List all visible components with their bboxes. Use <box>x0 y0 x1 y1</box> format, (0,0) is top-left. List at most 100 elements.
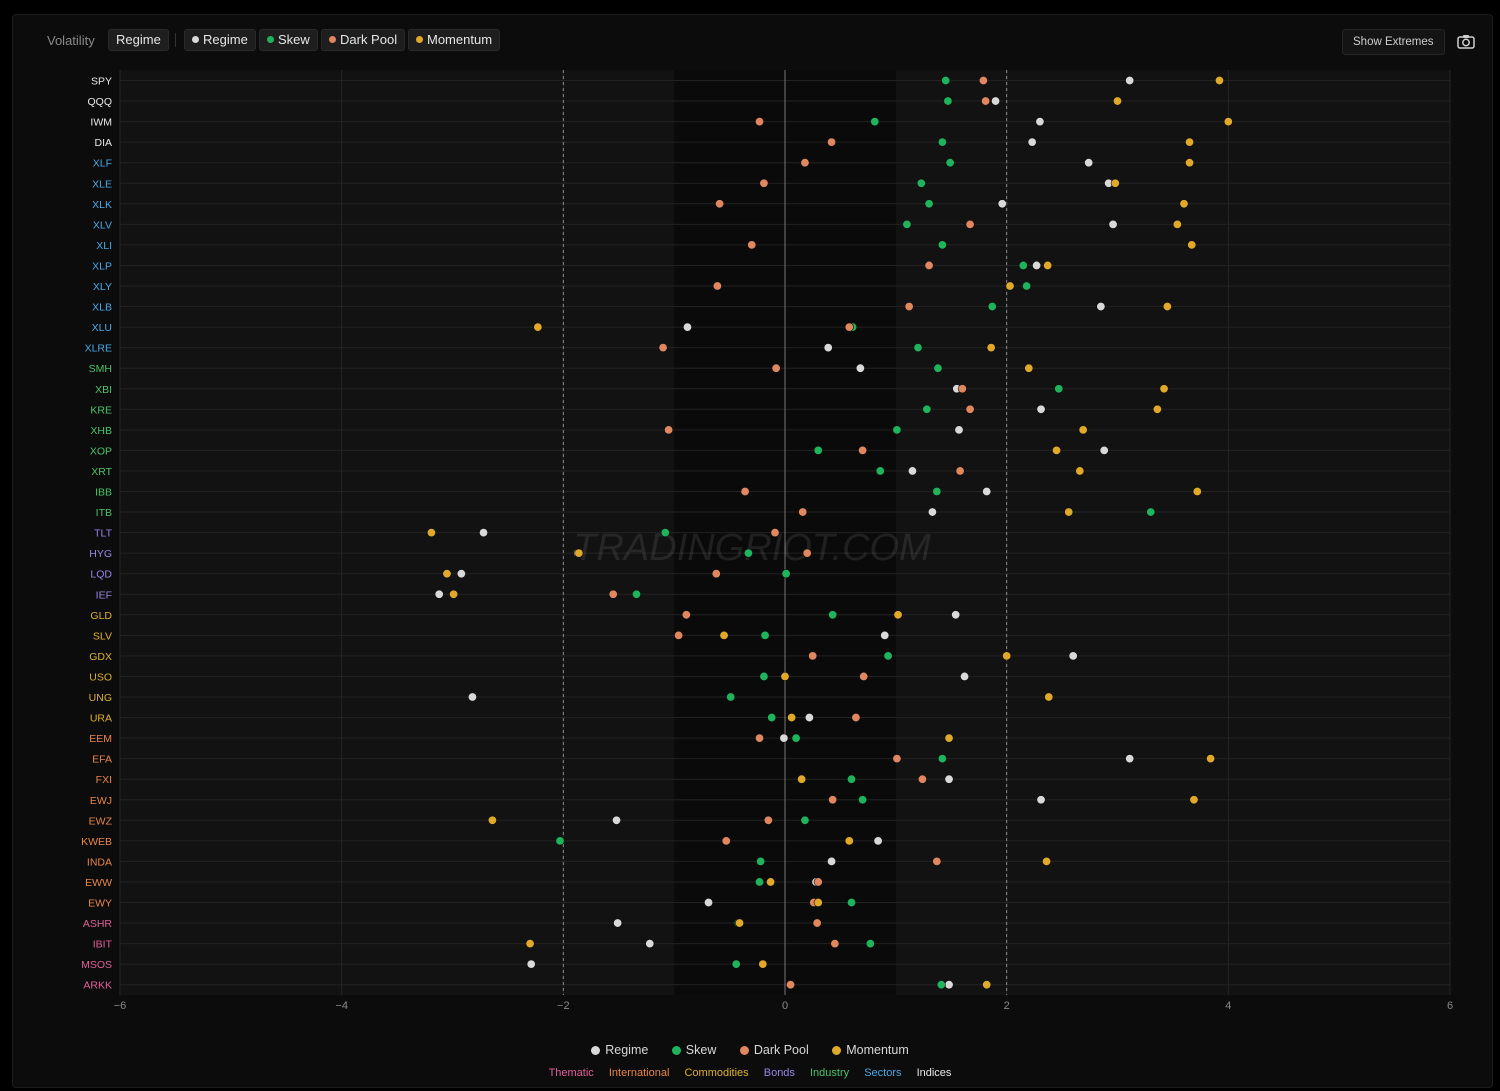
series-chip-regime[interactable]: Regime <box>184 29 256 51</box>
data-point-skew[interactable] <box>922 404 932 414</box>
data-point-skew[interactable] <box>631 589 641 599</box>
data-point-skew[interactable] <box>932 486 942 496</box>
data-point-regime[interactable] <box>997 199 1007 209</box>
group-legend-commodities[interactable]: Commodities <box>684 1067 749 1079</box>
data-point-momentum[interactable] <box>1223 117 1233 127</box>
data-point-regime[interactable] <box>944 774 954 784</box>
data-point-momentum[interactable] <box>525 939 535 949</box>
data-point-momentum[interactable] <box>893 610 903 620</box>
data-point-momentum[interactable] <box>766 877 776 887</box>
data-point-momentum[interactable] <box>1185 158 1195 168</box>
data-point-dark-pool[interactable] <box>711 569 721 579</box>
data-point-dark-pool[interactable] <box>828 795 838 805</box>
data-point-skew[interactable] <box>924 199 934 209</box>
data-point-momentum[interactable] <box>1192 486 1202 496</box>
data-point-skew[interactable] <box>1054 384 1064 394</box>
data-point-regime[interactable] <box>682 322 692 332</box>
data-point-dark-pool[interactable] <box>715 199 725 209</box>
group-legend-thematic[interactable]: Thematic <box>548 1067 594 1079</box>
camera-icon[interactable] <box>1453 31 1479 53</box>
data-point-skew[interactable] <box>846 897 856 907</box>
data-point-momentum[interactable] <box>735 918 745 928</box>
data-point-skew[interactable] <box>875 466 885 476</box>
data-point-regime[interactable] <box>704 897 714 907</box>
data-point-regime[interactable] <box>1036 404 1046 414</box>
data-point-dark-pool[interactable] <box>965 219 975 229</box>
regime-tab[interactable]: Regime <box>108 29 169 51</box>
data-point-dark-pool[interactable] <box>755 733 765 743</box>
data-point-regime[interactable] <box>944 980 954 990</box>
legend-item-dark-pool[interactable]: Dark Pool <box>739 1043 809 1057</box>
data-point-dark-pool[interactable] <box>721 836 731 846</box>
data-point-momentum[interactable] <box>982 980 992 990</box>
data-point-regime[interactable] <box>1125 754 1135 764</box>
data-point-skew[interactable] <box>941 76 951 86</box>
data-point-momentum[interactable] <box>1024 363 1034 373</box>
data-point-skew[interactable] <box>726 692 736 702</box>
data-point-skew[interactable] <box>902 219 912 229</box>
data-point-dark-pool[interactable] <box>770 528 780 538</box>
data-point-skew[interactable] <box>945 158 955 168</box>
series-chip-skew[interactable]: Skew <box>259 29 318 51</box>
data-point-dark-pool[interactable] <box>808 651 818 661</box>
data-point-regime[interactable] <box>927 507 937 517</box>
data-point-momentum[interactable] <box>1185 137 1195 147</box>
data-point-regime[interactable] <box>613 918 623 928</box>
data-point-momentum[interactable] <box>1189 795 1199 805</box>
data-point-momentum[interactable] <box>844 836 854 846</box>
data-point-dark-pool[interactable] <box>932 856 942 866</box>
data-point-skew[interactable] <box>916 178 926 188</box>
data-point-skew[interactable] <box>987 302 997 312</box>
data-point-skew[interactable] <box>660 528 670 538</box>
data-point-regime[interactable] <box>526 959 536 969</box>
data-point-regime[interactable] <box>954 425 964 435</box>
data-point-momentum[interactable] <box>1005 281 1015 291</box>
data-point-momentum[interactable] <box>1187 240 1197 250</box>
data-point-dark-pool[interactable] <box>978 76 988 86</box>
data-point-skew[interactable] <box>937 754 947 764</box>
data-point-dark-pool[interactable] <box>608 589 618 599</box>
data-point-regime[interactable] <box>823 343 833 353</box>
data-point-regime[interactable] <box>880 630 890 640</box>
data-point-skew[interactable] <box>813 445 823 455</box>
data-point-regime[interactable] <box>479 528 489 538</box>
data-point-skew[interactable] <box>846 774 856 784</box>
data-point-momentum[interactable] <box>813 897 823 907</box>
data-point-dark-pool[interactable] <box>800 158 810 168</box>
data-point-dark-pool[interactable] <box>674 630 684 640</box>
data-point-dark-pool[interactable] <box>812 918 822 928</box>
data-point-regime[interactable] <box>779 733 789 743</box>
data-point-dark-pool[interactable] <box>759 178 769 188</box>
data-point-skew[interactable] <box>755 877 765 887</box>
data-point-momentum[interactable] <box>1162 302 1172 312</box>
data-point-momentum[interactable] <box>1179 199 1189 209</box>
data-point-momentum[interactable] <box>787 713 797 723</box>
data-point-momentum[interactable] <box>1159 384 1169 394</box>
data-point-momentum[interactable] <box>1214 76 1224 86</box>
data-point-momentum[interactable] <box>1043 260 1053 270</box>
data-point-skew[interactable] <box>937 240 947 250</box>
data-point-momentum[interactable] <box>426 528 436 538</box>
data-point-skew[interactable] <box>870 117 880 127</box>
legend-item-regime[interactable]: Regime <box>591 1043 648 1057</box>
data-point-skew[interactable] <box>933 363 943 373</box>
data-point-momentum[interactable] <box>1042 856 1052 866</box>
data-point-skew[interactable] <box>791 733 801 743</box>
data-point-momentum[interactable] <box>986 343 996 353</box>
data-point-skew[interactable] <box>937 137 947 147</box>
data-point-dark-pool[interactable] <box>827 137 837 147</box>
series-chip-dark-pool[interactable]: Dark Pool <box>321 29 406 51</box>
data-point-skew[interactable] <box>913 343 923 353</box>
data-point-regime[interactable] <box>1096 302 1106 312</box>
data-point-skew[interactable] <box>1018 260 1028 270</box>
data-point-dark-pool[interactable] <box>712 281 722 291</box>
data-point-dark-pool[interactable] <box>813 877 823 887</box>
data-point-momentum[interactable] <box>1110 178 1120 188</box>
data-point-momentum[interactable] <box>1044 692 1054 702</box>
data-point-momentum[interactable] <box>1206 754 1216 764</box>
data-point-momentum[interactable] <box>533 322 543 332</box>
data-point-skew[interactable] <box>800 815 810 825</box>
data-point-skew[interactable] <box>865 939 875 949</box>
data-point-regime[interactable] <box>1035 117 1045 127</box>
data-point-dark-pool[interactable] <box>892 754 902 764</box>
